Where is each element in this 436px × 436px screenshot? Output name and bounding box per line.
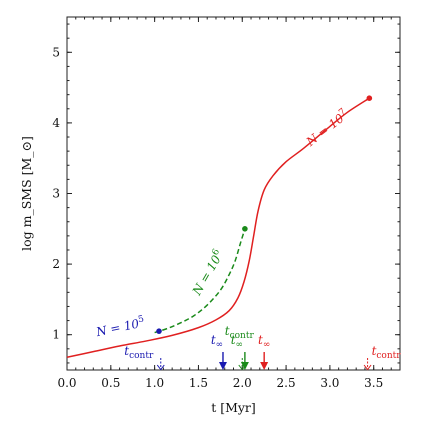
series-label-0: N = 107	[302, 107, 351, 150]
y-tick-label: 1	[52, 328, 60, 342]
t-inf-label-1: t∞	[231, 333, 243, 350]
t-contr-arrow-head-0	[363, 364, 372, 371]
t-contr-arrow-head-2	[156, 364, 165, 371]
x-tick-label: 0.5	[101, 376, 120, 390]
series-label-1: N = 106	[188, 247, 226, 298]
x-axis-title: t [Myr]	[211, 400, 256, 415]
plot-frame	[66, 16, 401, 371]
x-tick-label: 2.0	[233, 376, 252, 390]
x-tick-label: 1.5	[189, 376, 208, 390]
plot-border	[66, 16, 401, 371]
x-tick-label: 2.5	[277, 376, 296, 390]
x-tick-label: 3.0	[320, 376, 339, 390]
t-contr-label-2: tcontr	[124, 344, 154, 361]
t-contr-arrow-head-1	[238, 364, 247, 371]
axis-ticks: 0.0 0.5 1.0 1.5 2.0 2.5 3.0 3.5 1 2 3 4 5	[52, 17, 401, 390]
x-tick-label: 1.0	[145, 376, 164, 390]
series-label-2: N = 105	[94, 314, 146, 339]
t-inf-label-2: t∞	[211, 333, 223, 350]
t-inf-arrow-head-2	[218, 362, 227, 370]
series-labels: N = 107 N = 106 N = 105	[94, 107, 351, 340]
y-tick-label: 5	[52, 45, 60, 59]
series-endpoint-0	[366, 95, 373, 101]
t-contr-label-1: tcontr	[225, 324, 255, 341]
series-line-0	[66, 97, 370, 359]
t-inf-arrow-head-0	[260, 362, 269, 370]
series-line-1	[154, 228, 246, 334]
y-tick-label: 3	[52, 187, 60, 201]
y-tick-label: 2	[52, 257, 60, 271]
x-tick-label: 0.0	[57, 376, 76, 390]
series-layer	[66, 95, 373, 359]
x-tick-label: 3.5	[364, 376, 383, 390]
series-endpoint-2	[156, 328, 162, 334]
series-endpoint-1	[242, 226, 248, 232]
t-inf-label-0: t∞	[258, 333, 270, 350]
y-tick-label: 4	[52, 116, 60, 130]
y-axis-title: log m_SMS [M_⊙]	[19, 136, 34, 251]
t-contr-label-0: tcontr	[372, 344, 402, 361]
